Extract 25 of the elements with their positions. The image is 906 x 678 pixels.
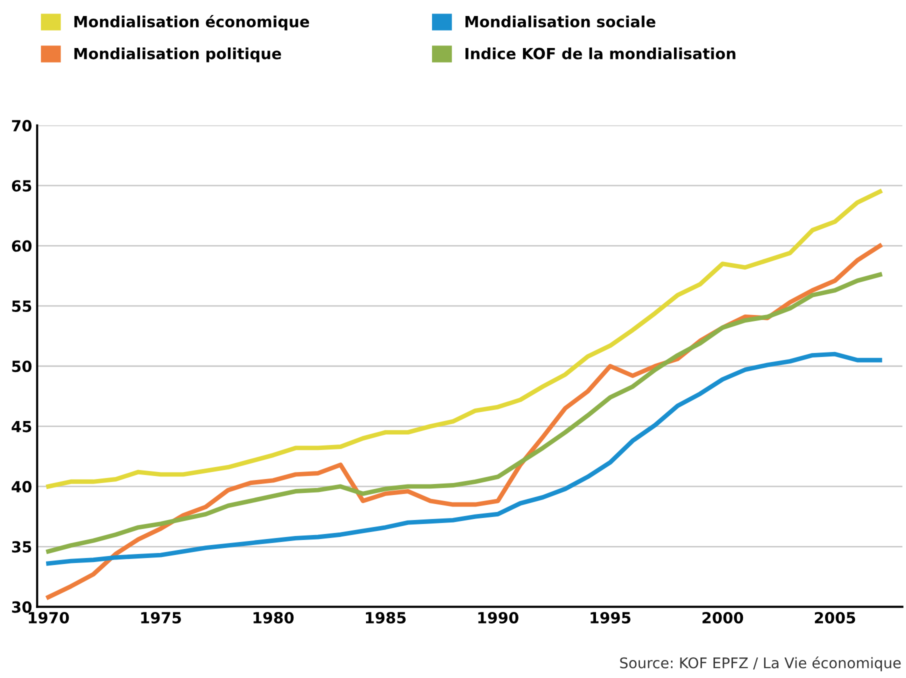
y-tick-label: 40: [12, 480, 32, 492]
y-tick-label: 45: [12, 420, 32, 432]
x-tick-label: 1995: [590, 612, 630, 624]
legend-label: Mondialisation économique: [74, 14, 310, 30]
source-note: Source: KOF EPFZ / La Vie économique: [620, 656, 901, 672]
x-tick-label: 1985: [366, 612, 406, 624]
y-tick-label: 70: [12, 120, 32, 132]
legend-label: Indice KOF de la mondialisation: [466, 48, 736, 60]
line-series: [46, 352, 882, 566]
x-tick-label: 1970: [28, 612, 69, 624]
y-tick-label: 50: [12, 360, 32, 372]
y-tick-label: 35: [12, 541, 32, 553]
x-tick-label: 2000: [702, 612, 744, 624]
line-series: [46, 189, 882, 489]
y-tick-label: 55: [12, 300, 32, 312]
line-series: [46, 272, 882, 554]
legend-label: Mondialisation sociale: [466, 16, 656, 28]
x-tick-label: 1980: [254, 612, 294, 624]
x-tick-label: 1975: [141, 612, 181, 624]
y-tick-label: 65: [12, 180, 32, 192]
legend-label: Mondialisation politique: [74, 48, 282, 62]
y-tick-label: 30: [12, 601, 32, 613]
y-tick-label: 60: [12, 240, 32, 252]
x-tick-label: 2005: [814, 612, 856, 624]
x-tick-label: 1990: [478, 612, 518, 624]
